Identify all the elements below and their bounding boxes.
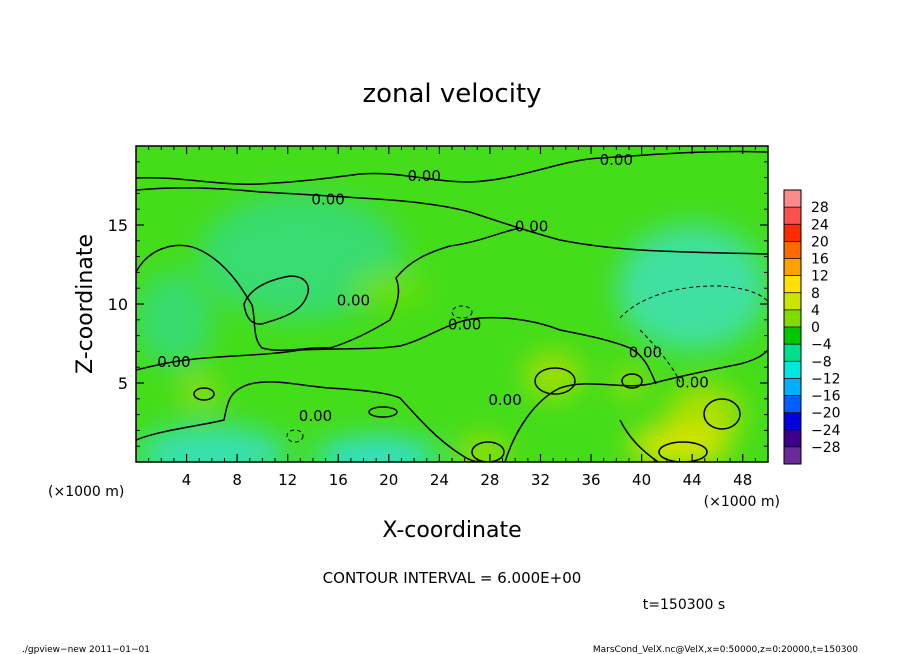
colorbar-label: −4	[811, 337, 832, 353]
y-tick-label: 10	[108, 295, 128, 314]
x-tick-label: 12	[278, 471, 297, 489]
x-tick-label: 40	[632, 471, 651, 489]
contour-label: 0.00	[337, 292, 370, 310]
colorbar-label: 24	[811, 217, 829, 233]
contour-interval-label: CONTOUR INTERVAL = 6.000E+00	[323, 569, 582, 587]
field-region	[350, 272, 427, 305]
zero-contours	[136, 150, 768, 462]
field-region	[628, 425, 731, 462]
colorbar-swatch	[784, 224, 801, 242]
x-tick-label: 20	[379, 471, 398, 489]
contour-label: 0.00	[629, 344, 662, 362]
colorbar-swatch	[784, 446, 801, 465]
negative-contours	[286, 285, 768, 443]
contour-label: 0.00	[488, 391, 521, 409]
colorbar-label: 0	[811, 320, 820, 336]
contour-label: 0.00	[448, 315, 481, 333]
colorbar-swatch	[784, 258, 801, 277]
colorbar-label: 4	[811, 303, 820, 319]
colorbar-label: −24	[811, 423, 841, 439]
time-label: t=150300 s	[643, 597, 725, 613]
colorbar-label: −28	[811, 440, 841, 456]
field-region	[458, 436, 509, 462]
x-tick-label: 32	[531, 471, 550, 489]
contour-label: 0.00	[157, 353, 190, 371]
contour-label: 0.00	[407, 167, 440, 185]
colorbar-label: −8	[811, 354, 832, 370]
x-unit-left: (×1000 m)	[48, 484, 124, 500]
contour-label: 0.00	[515, 217, 548, 235]
x-tick-label: 36	[581, 471, 600, 489]
x-tick-label: 8	[232, 471, 242, 489]
x-tick-label: 28	[480, 471, 499, 489]
x-axis-label: X-coordinate	[382, 518, 521, 543]
x-tick-label: 16	[329, 471, 348, 489]
colorbar-swatch	[784, 309, 801, 328]
colorbar-swatch	[784, 207, 801, 225]
colorbar-label: 16	[811, 252, 829, 268]
colorbar-swatch	[784, 241, 801, 259]
x-tick-label: 4	[182, 471, 192, 489]
y-axis-label: Z-coordinate	[73, 234, 98, 374]
colorbar-swatch	[784, 327, 801, 345]
contour-label: 0.00	[299, 407, 332, 425]
colorbar-label: 8	[811, 286, 820, 302]
contour-label: 0.00	[311, 190, 344, 208]
field-region	[136, 272, 212, 368]
colorbar-label: 28	[811, 200, 829, 216]
field-region	[613, 368, 645, 398]
field-region	[616, 225, 768, 352]
contour-label: 0.00	[675, 374, 708, 392]
x-tick-label: 24	[430, 471, 449, 489]
colorbar-label: −20	[811, 406, 841, 422]
colorbar-swatch	[784, 412, 801, 431]
colorbar-swatch	[784, 344, 801, 362]
colorbar-label: 12	[811, 269, 829, 285]
y-axis-ticks: 5 10 15	[108, 161, 768, 447]
field-region	[136, 425, 288, 462]
colorbar-swatch	[784, 395, 801, 414]
x-axis-ticks: 4 8 12 16 20 24 28 32 36 40 44 48	[148, 146, 756, 489]
y-tick-label: 5	[118, 374, 128, 393]
colorbar-label: 20	[811, 234, 829, 250]
contour-labels: 0.00 0.00 0.00 0.00 0.00 0.00 0.00 0.00 0.00 0.00…	[157, 151, 709, 425]
colorbar-swatch	[784, 361, 801, 379]
colorbar-swatch	[784, 378, 801, 396]
chart-title: zonal velocity	[362, 79, 541, 109]
y-tick-label: 15	[108, 216, 128, 235]
colorbar-swatch	[784, 429, 801, 448]
footer-right: MarsCond_VelX.nc@VelX,x=0:50000,z=0:2000…	[593, 645, 858, 654]
x-tick-label: 48	[733, 471, 752, 489]
footer-left: ./gpview−new 2011−01−01	[22, 645, 150, 654]
colorbar-swatch	[784, 190, 801, 208]
plot-area: 0.00 0.00 0.00 0.00 0.00 0.00 0.00 0.00 0.00 0.00…	[136, 146, 768, 462]
x-tick-label: 44	[683, 471, 702, 489]
field-region	[312, 438, 440, 462]
contour-label: 0.00	[600, 151, 633, 169]
colorbar-label: −12	[811, 371, 841, 387]
colorbar-swatch	[784, 292, 801, 311]
colorbar-swatch	[784, 275, 801, 294]
x-unit-right: (×1000 m)	[704, 494, 780, 510]
colorbar-label: −16	[811, 389, 841, 405]
